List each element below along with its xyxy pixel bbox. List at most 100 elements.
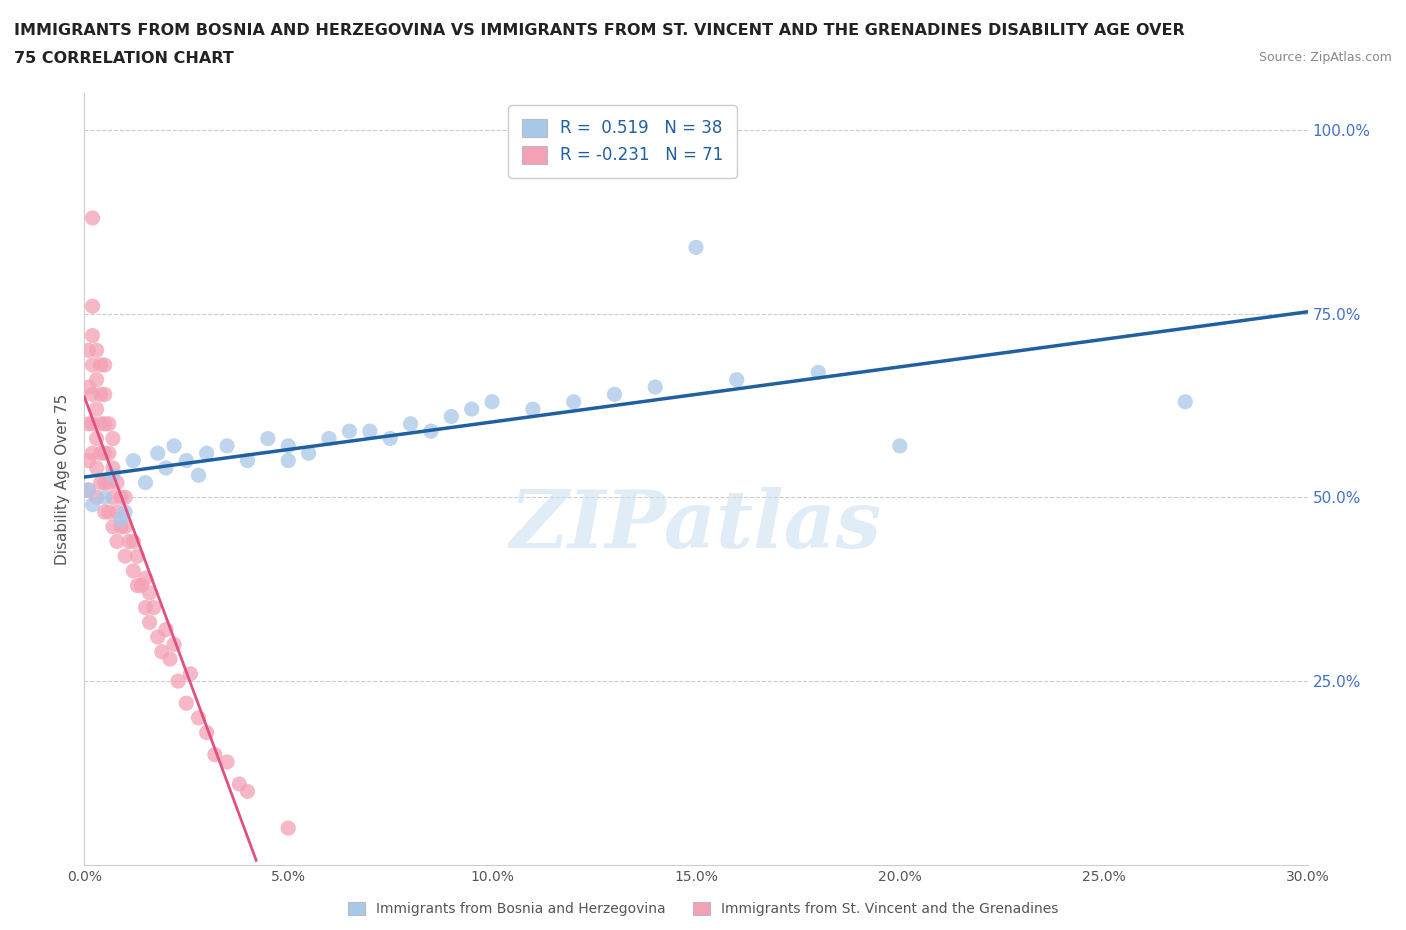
Point bbox=[277, 820, 299, 835]
Point bbox=[97, 505, 120, 520]
Point bbox=[685, 240, 707, 255]
Point bbox=[93, 417, 115, 432]
Point bbox=[339, 424, 361, 439]
Point bbox=[187, 711, 209, 725]
Point bbox=[114, 490, 136, 505]
Point bbox=[90, 417, 112, 432]
Point bbox=[86, 343, 108, 358]
Point bbox=[889, 438, 911, 453]
Point bbox=[277, 453, 299, 468]
Point bbox=[77, 417, 100, 432]
Point bbox=[150, 644, 173, 659]
Point bbox=[97, 475, 120, 490]
Point bbox=[82, 328, 104, 343]
Point bbox=[114, 519, 136, 534]
Point bbox=[82, 299, 104, 313]
Point bbox=[93, 445, 115, 460]
Point bbox=[163, 637, 186, 652]
Point bbox=[93, 357, 115, 372]
Point bbox=[167, 673, 190, 688]
Point bbox=[101, 490, 124, 505]
Point bbox=[187, 468, 209, 483]
Point bbox=[110, 519, 132, 534]
Point bbox=[82, 417, 104, 432]
Point bbox=[97, 445, 120, 460]
Point bbox=[135, 571, 157, 586]
Point bbox=[114, 505, 136, 520]
Point bbox=[127, 578, 149, 593]
Point bbox=[807, 365, 830, 379]
Point bbox=[90, 475, 112, 490]
Point bbox=[481, 394, 503, 409]
Point bbox=[110, 512, 132, 526]
Text: IMMIGRANTS FROM BOSNIA AND HERZEGOVINA VS IMMIGRANTS FROM ST. VINCENT AND THE GR: IMMIGRANTS FROM BOSNIA AND HERZEGOVINA V… bbox=[14, 23, 1185, 38]
Point bbox=[114, 549, 136, 564]
Point bbox=[110, 490, 132, 505]
Point bbox=[93, 505, 115, 520]
Point bbox=[217, 438, 239, 453]
Point bbox=[257, 432, 280, 446]
Point bbox=[101, 460, 124, 475]
Point bbox=[174, 453, 197, 468]
Point bbox=[155, 460, 177, 475]
Point bbox=[82, 387, 104, 402]
Point bbox=[77, 343, 100, 358]
Point bbox=[77, 483, 100, 498]
Point bbox=[77, 483, 100, 498]
Point bbox=[101, 468, 124, 483]
Point bbox=[93, 475, 115, 490]
Point bbox=[105, 475, 128, 490]
Point bbox=[359, 424, 381, 439]
Point bbox=[562, 394, 585, 409]
Point bbox=[236, 453, 259, 468]
Point bbox=[122, 534, 145, 549]
Point bbox=[86, 490, 108, 505]
Point bbox=[298, 445, 321, 460]
Point bbox=[105, 534, 128, 549]
Point bbox=[163, 438, 186, 453]
Point bbox=[82, 357, 104, 372]
Legend: Immigrants from Bosnia and Herzegovina, Immigrants from St. Vincent and the Gren: Immigrants from Bosnia and Herzegovina, … bbox=[340, 896, 1066, 923]
Point bbox=[86, 460, 108, 475]
Point bbox=[101, 519, 124, 534]
Point bbox=[86, 432, 108, 446]
Legend: R =  0.519   N = 38, R = -0.231   N = 71: R = 0.519 N = 38, R = -0.231 N = 71 bbox=[509, 105, 737, 178]
Point bbox=[90, 357, 112, 372]
Point bbox=[82, 445, 104, 460]
Text: ZIPatlas: ZIPatlas bbox=[510, 486, 882, 564]
Point bbox=[82, 210, 104, 225]
Point bbox=[101, 432, 124, 446]
Point bbox=[122, 564, 145, 578]
Point bbox=[195, 725, 218, 740]
Point bbox=[236, 784, 259, 799]
Point bbox=[1174, 394, 1197, 409]
Point bbox=[399, 417, 422, 432]
Point bbox=[127, 549, 149, 564]
Point bbox=[461, 402, 484, 417]
Point bbox=[86, 372, 108, 387]
Point bbox=[228, 777, 250, 791]
Point bbox=[105, 505, 128, 520]
Point bbox=[159, 652, 181, 667]
Point bbox=[603, 387, 626, 402]
Point bbox=[725, 372, 748, 387]
Point bbox=[86, 402, 108, 417]
Point bbox=[90, 387, 112, 402]
Y-axis label: Disability Age Over 75: Disability Age Over 75 bbox=[55, 393, 70, 565]
Point bbox=[93, 490, 115, 505]
Point bbox=[82, 498, 104, 512]
Point bbox=[179, 666, 201, 681]
Point bbox=[146, 630, 169, 644]
Point bbox=[90, 445, 112, 460]
Point bbox=[644, 379, 666, 394]
Point bbox=[131, 578, 153, 593]
Text: 75 CORRELATION CHART: 75 CORRELATION CHART bbox=[14, 51, 233, 66]
Point bbox=[93, 387, 115, 402]
Point bbox=[97, 417, 120, 432]
Point bbox=[77, 453, 100, 468]
Point bbox=[277, 438, 299, 453]
Point bbox=[217, 754, 239, 769]
Point bbox=[77, 379, 100, 394]
Point bbox=[174, 696, 197, 711]
Point bbox=[122, 453, 145, 468]
